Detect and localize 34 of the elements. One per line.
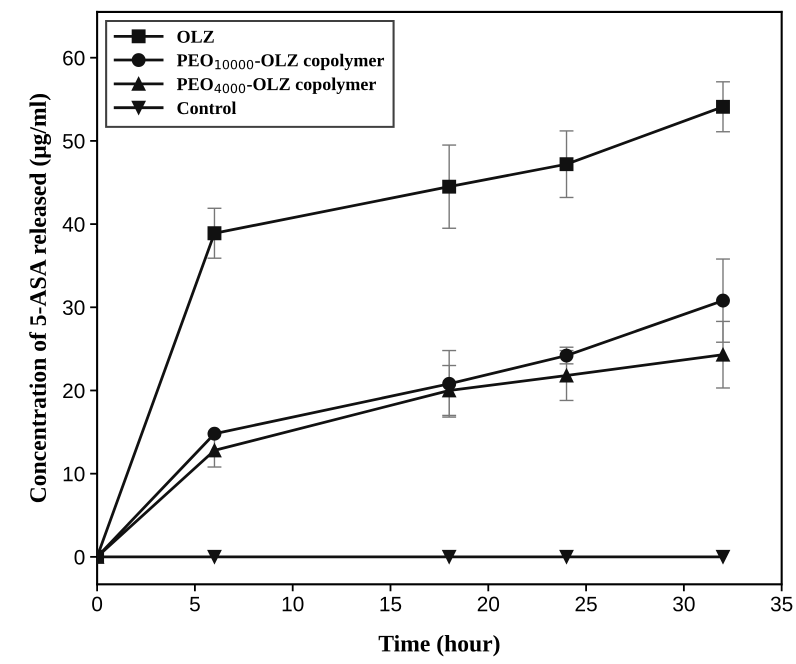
x-tick-label: 15 [380, 596, 402, 612]
point [208, 443, 222, 458]
x-axis-title: Time (hour) [378, 634, 500, 656]
point [716, 100, 730, 114]
point [208, 226, 222, 240]
y-tick-label: 0 [74, 550, 84, 565]
point [560, 550, 574, 564]
point [560, 157, 574, 172]
legend-label: Control [177, 101, 236, 114]
x-tick-label: 25 [576, 596, 597, 612]
point [716, 550, 730, 564]
point [442, 550, 456, 564]
x-tick-label: 10 [282, 596, 304, 612]
x-tick-label: 30 [673, 596, 695, 612]
point [442, 180, 456, 194]
x-tick-label: 5 [190, 596, 200, 612]
point [716, 348, 730, 362]
y-tick-label: 30 [62, 300, 84, 316]
point [208, 426, 222, 441]
legend-label: OLZ [177, 30, 214, 43]
y-tick-label: 40 [62, 217, 84, 232]
point [716, 294, 730, 308]
point [560, 368, 574, 382]
point [208, 550, 222, 564]
y-tick-label: 60 [63, 50, 84, 66]
y-tick-label: 10 [64, 466, 84, 482]
y-tick-label: 50 [62, 134, 84, 149]
x-tick-label: 0 [92, 596, 102, 612]
y-axis-title: Concentration of 5-ASA released (μg/ml) [29, 94, 52, 502]
y-tick-label: 20 [63, 383, 84, 398]
legend-label: PEO$_{10000}$-OLZ copolymer [176, 54, 384, 70]
x-tick-label: 35 [770, 596, 792, 612]
legend-label: PEO$_{4000}$-OLZ copolymer [176, 78, 376, 94]
x-tick-label: 20 [478, 596, 500, 612]
